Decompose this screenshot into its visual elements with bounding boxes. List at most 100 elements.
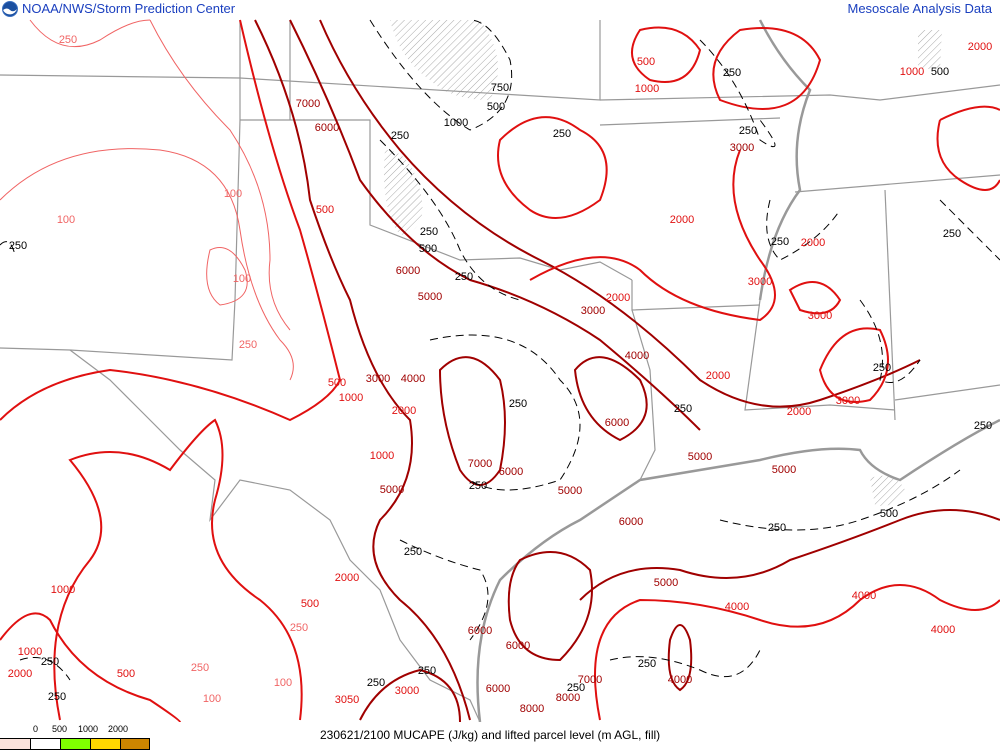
- cape-contour-label: 4000: [625, 350, 649, 362]
- lpl-contour-label: 250: [768, 522, 786, 534]
- lpl-contour-label: 250: [771, 236, 789, 248]
- cape-contour-label: 1000: [370, 450, 394, 462]
- lpl-contour-label: 750: [491, 82, 509, 94]
- cape-contour-label: 7000: [578, 674, 602, 686]
- cape-contour-label: 3000: [366, 373, 390, 385]
- lpl-contour-label: 500: [880, 508, 898, 520]
- lpl-dashed-contours: [0, 19, 1000, 681]
- cape-contour-label: 1000: [900, 66, 924, 78]
- cape-contour-label: 500: [637, 56, 655, 68]
- lpl-contour-label: 1000: [444, 117, 468, 129]
- mucape-contours: [0, 19, 1000, 722]
- cape-contour-label: 3000: [808, 310, 832, 322]
- cape-contour-label: 5000: [558, 485, 582, 497]
- cape-contour-label: 500: [301, 598, 319, 610]
- cape-contour-label: 3000: [581, 305, 605, 317]
- lpl-contour-label: 250: [48, 691, 66, 703]
- cape-contour-label: 250: [290, 622, 308, 634]
- cape-contour-label: 4000: [725, 601, 749, 613]
- cape-contour-label: 1000: [635, 83, 659, 95]
- mucape-map: 2507000600050010010010025060005000300020…: [0, 19, 1000, 722]
- cape-contour-label: 5000: [654, 577, 678, 589]
- cape-contour-label: 4000: [668, 674, 692, 686]
- legend-swatch: [0, 738, 31, 750]
- lpl-contour-label: 250: [739, 125, 757, 137]
- lpl-contour-label: 250: [553, 128, 571, 140]
- cape-contour-label: 100: [203, 693, 221, 705]
- legend-tick: 1000: [78, 724, 99, 734]
- lpl-contour-label: 250: [974, 420, 992, 432]
- cape-contour-label: 3000: [730, 142, 754, 154]
- lpl-contour-label: 250: [723, 67, 741, 79]
- cape-contour-label: 2000: [335, 572, 359, 584]
- lpl-contour-label: 250: [509, 398, 527, 410]
- cape-contour-label: 2000: [8, 668, 32, 680]
- cape-contour-label: 100: [224, 188, 242, 200]
- footer: 0 500 1000 2000 230621/2100 MUCAPE (J/kg…: [0, 722, 1000, 750]
- cape-contour-label: 8000: [556, 692, 580, 704]
- cape-contour-label: 4000: [852, 590, 876, 602]
- cape-contour-label: 4000: [931, 624, 955, 636]
- lpl-contour-label: 250: [9, 240, 27, 252]
- contour-labels: 2507000600050010010010025060005000300020…: [8, 34, 992, 715]
- cape-contour-label: 3000: [836, 395, 860, 407]
- cape-contour-label: 2000: [606, 292, 630, 304]
- legend-tick: 2000: [108, 724, 129, 734]
- cape-contour-label: 6000: [605, 417, 629, 429]
- cape-contour-label: 500: [316, 204, 334, 216]
- cape-contour-label: 7000: [468, 458, 492, 470]
- lpl-contour-label: 250: [418, 665, 436, 677]
- cape-contour-label: 1000: [18, 646, 42, 658]
- cape-contour-label: 100: [274, 677, 292, 689]
- lpl-fill-area: [918, 30, 942, 70]
- lpl-contour-label: 500: [419, 243, 437, 255]
- cape-contour-label: 6000: [506, 640, 530, 652]
- legend-swatch: [90, 738, 121, 750]
- cape-contour-label: 1000: [51, 584, 75, 596]
- cape-contour-label: 6000: [468, 625, 492, 637]
- lpl-contour-label: 250: [674, 403, 692, 415]
- cape-contour-label: 6000: [396, 265, 420, 277]
- cape-contour-label: 5000: [688, 451, 712, 463]
- cape-contour-label: 5000: [418, 291, 442, 303]
- cape-contour-label: 100: [233, 273, 251, 285]
- cape-contour-label: 3050: [335, 694, 359, 706]
- cape-contour-label: 6000: [619, 516, 643, 528]
- cape-contour-label: 7000: [296, 98, 320, 110]
- cape-contour-label: 8000: [520, 703, 544, 715]
- legend-swatch: [60, 738, 91, 750]
- legend-swatch: [120, 738, 150, 750]
- map-caption: 230621/2100 MUCAPE (J/kg) and lifted par…: [320, 728, 661, 742]
- lpl-contour-label: 250: [469, 480, 487, 492]
- lpl-contour-label: 250: [420, 226, 438, 238]
- cape-contour-label: 3000: [395, 685, 419, 697]
- lpl-contour-label: 250: [41, 656, 59, 668]
- header-left-title[interactable]: NOAA/NWS/Storm Prediction Center: [22, 1, 236, 16]
- lpl-contour-label: 250: [943, 228, 961, 240]
- cape-contour-label: 5000: [380, 484, 404, 496]
- cape-contour-label: 6000: [499, 466, 523, 478]
- noaa-logo-icon: [2, 1, 18, 17]
- cape-contour-label: 4000: [401, 373, 425, 385]
- political-borders: [0, 20, 1000, 722]
- cape-contour-label: 250: [191, 662, 209, 674]
- lpl-contour-label: 250: [567, 682, 585, 694]
- lpl-contour-label: 250: [873, 362, 891, 374]
- lpl-fill-area: [390, 20, 498, 100]
- lpl-fill-areas: [384, 20, 942, 506]
- lpl-contour-label: 250: [638, 658, 656, 670]
- cape-contour-label: 2000: [801, 237, 825, 249]
- lpl-contour-label: 500: [487, 101, 505, 113]
- cape-contour-label: 6000: [486, 683, 510, 695]
- lpl-contour-label: 250: [391, 130, 409, 142]
- legend-tick: 500: [52, 724, 68, 734]
- coastline: [476, 19, 1000, 722]
- legend-tick: 0: [33, 724, 39, 734]
- lpl-contour-label: 250: [455, 271, 473, 283]
- cape-contour-label: 250: [59, 34, 77, 46]
- cape-contour-label: 6000: [315, 122, 339, 134]
- lpl-contour-label: 250: [404, 546, 422, 558]
- cape-contour-label: 500: [117, 668, 135, 680]
- header-right-title[interactable]: Mesoscale Analysis Data: [847, 1, 992, 16]
